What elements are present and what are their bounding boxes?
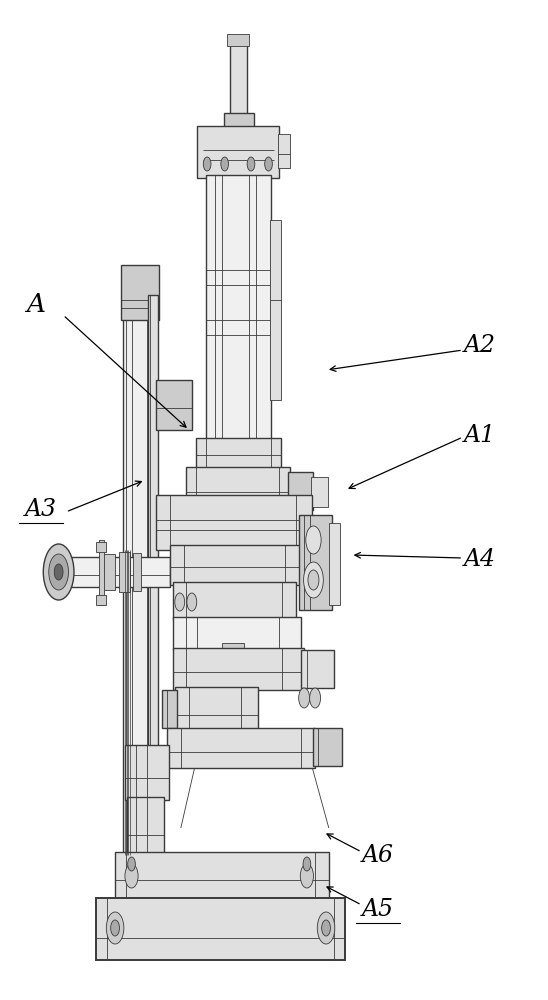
Bar (301, 650, 334, 688)
Bar (156, 495, 312, 550)
Bar (227, 34, 249, 46)
Circle shape (128, 857, 135, 871)
Circle shape (247, 157, 255, 171)
Circle shape (106, 912, 124, 944)
Bar (133, 553, 141, 591)
Bar (123, 290, 155, 880)
Bar (270, 220, 281, 400)
Bar (206, 175, 271, 440)
Bar (197, 126, 279, 178)
Text: A: A (26, 292, 45, 318)
Text: A5: A5 (362, 898, 394, 922)
Circle shape (310, 688, 321, 708)
Bar (115, 852, 329, 900)
Circle shape (43, 544, 74, 600)
Bar (230, 40, 247, 120)
Bar (311, 477, 328, 507)
Bar (148, 295, 158, 880)
Circle shape (203, 157, 211, 171)
Bar (173, 648, 304, 690)
Bar (222, 643, 244, 655)
Bar (127, 797, 164, 855)
Circle shape (125, 864, 138, 888)
Bar (156, 380, 192, 430)
Circle shape (175, 593, 185, 611)
Bar (52, 557, 170, 587)
Circle shape (54, 564, 63, 580)
Bar (96, 898, 345, 960)
Circle shape (111, 920, 119, 936)
Bar (125, 745, 169, 800)
Circle shape (49, 554, 68, 590)
Circle shape (317, 912, 335, 944)
Text: A3: A3 (25, 498, 57, 522)
Circle shape (306, 526, 321, 554)
Text: A4: A4 (464, 548, 495, 572)
Circle shape (303, 857, 311, 871)
Bar (162, 690, 177, 728)
Circle shape (304, 562, 323, 598)
Bar (126, 295, 151, 875)
Circle shape (299, 688, 310, 708)
Bar (196, 438, 281, 470)
Bar (173, 617, 301, 650)
Bar (96, 595, 106, 605)
Bar (224, 113, 254, 128)
Bar (101, 554, 115, 590)
Bar (313, 728, 342, 766)
Bar (329, 523, 340, 605)
Bar (175, 687, 258, 732)
Bar (119, 552, 130, 592)
Bar (121, 265, 159, 320)
Circle shape (265, 157, 272, 171)
Bar (96, 542, 106, 552)
Circle shape (300, 864, 313, 888)
Text: A1: A1 (464, 424, 495, 446)
Text: A6: A6 (362, 844, 394, 866)
Circle shape (322, 920, 330, 936)
Bar (99, 540, 104, 605)
Circle shape (308, 570, 319, 590)
Bar (288, 472, 313, 510)
Circle shape (221, 157, 229, 171)
Bar (186, 467, 290, 515)
Bar (278, 134, 290, 168)
Circle shape (187, 593, 197, 611)
Bar (167, 728, 315, 768)
Text: A2: A2 (464, 334, 495, 357)
Bar (170, 545, 301, 585)
Bar (299, 515, 332, 610)
Bar (173, 582, 296, 620)
